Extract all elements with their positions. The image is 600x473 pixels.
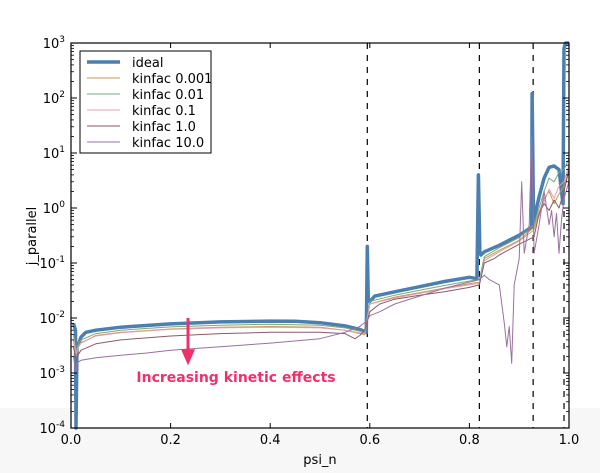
series-group: [71, 41, 570, 430]
x-tick-label: 0.0: [61, 433, 82, 448]
legend-entry-label: kinfac 1.0: [132, 120, 196, 135]
x-tick-label: 0.4: [260, 433, 281, 448]
axes-border: [70, 42, 570, 429]
series-line-kinfac-0-01: [73, 158, 570, 352]
legend-entry-label: kinfac 0.001: [132, 72, 212, 87]
series-line-kinfac-1-0: [73, 169, 570, 360]
axes-frame: [70, 42, 570, 429]
ticks-group: 0.0 0.2 0.4 0.6 0.8 1.0 103 102 101 100 10-1 10-2 10…: [39, 35, 579, 448]
annotation: Increasing kinetic effects: [135, 318, 337, 388]
series-line-kinfac-10-0: [73, 135, 570, 374]
annotation-arrow-head: [181, 349, 196, 366]
x-tick-label: 1.0: [559, 433, 580, 448]
legend-entry-label: kinfac 0.1: [132, 104, 196, 119]
y-tick-label: 10-1: [39, 255, 65, 272]
y-axis-label: j_parallel: [25, 207, 40, 266]
y-tick-label: 10-2: [39, 310, 65, 327]
y-tick-label: 101: [43, 145, 65, 162]
x-tick-label: 0.8: [459, 433, 480, 448]
y-tick-label: 100: [43, 200, 66, 217]
y-tick-label: 10-3: [39, 365, 65, 382]
series-line-ideal: [71, 41, 569, 430]
annotation-text: Increasing kinetic effects: [136, 370, 335, 386]
legend-entry-label: ideal: [132, 56, 163, 71]
legend-entry-label: kinfac 10.0: [132, 136, 204, 151]
legend-entry-label: kinfac 0.01: [132, 88, 204, 103]
y-tick-label: 103: [43, 35, 65, 52]
series-line-kinfac-0-1: [73, 165, 570, 355]
y-tick-label: 10-4: [39, 420, 65, 437]
x-tick-label: 0.2: [160, 433, 181, 448]
legend-box: [79, 50, 212, 154]
y-tick-label: 102: [43, 90, 65, 107]
x-tick-label: 0.6: [359, 433, 380, 448]
x-axis-label: psi_n: [303, 453, 336, 468]
